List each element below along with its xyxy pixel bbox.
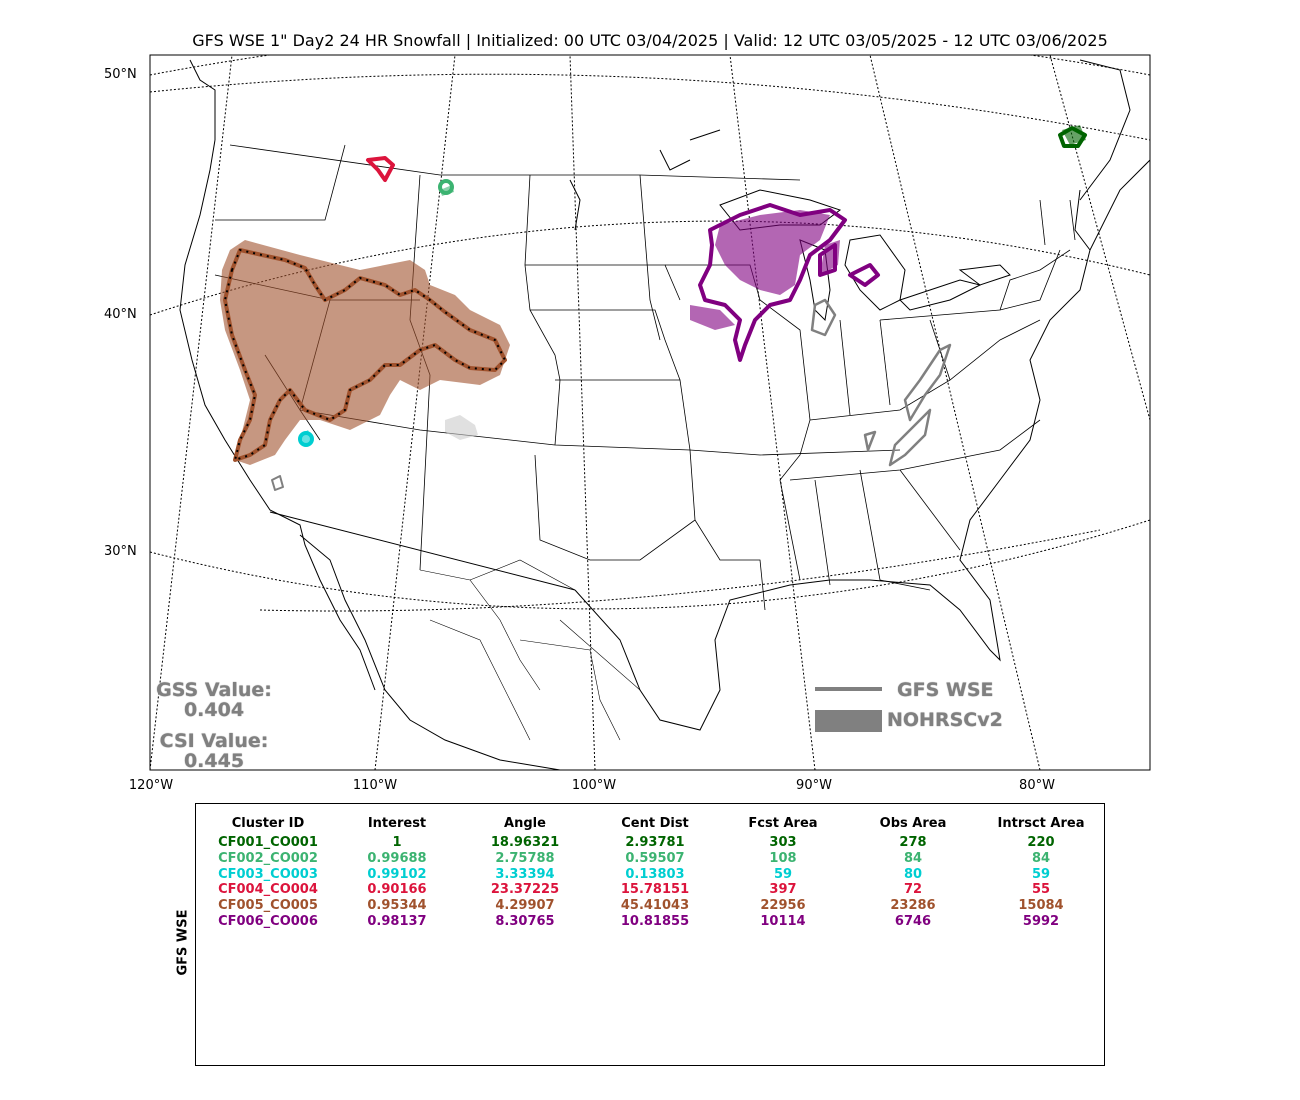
gss-value: 0.404 xyxy=(183,699,245,721)
table-cell: 0.13803 xyxy=(625,866,685,882)
table-cell: 3.33394 xyxy=(495,866,555,882)
table-header: Fcst Area xyxy=(748,816,818,831)
table-cell: CF006_CO006 xyxy=(218,914,318,929)
longitude-gridlines xyxy=(150,55,1150,770)
table-cell: 84 xyxy=(1031,850,1051,866)
table-cell: 23.37225 xyxy=(490,882,560,898)
observed-areas xyxy=(220,125,1086,465)
table-cell: 0.99688 xyxy=(367,850,427,866)
table-cell: 1 xyxy=(392,835,402,850)
cluster-cf006-contour xyxy=(698,203,847,362)
table-cell: 0.59507 xyxy=(625,850,685,866)
forecast-contours xyxy=(223,126,1087,491)
table-cell: 59 xyxy=(1031,866,1051,882)
table-cell: CF003_CO003 xyxy=(218,866,318,882)
table-cell: 10.81855 xyxy=(620,914,690,929)
table-cell: 2.93781 xyxy=(625,835,685,850)
table-cell: 2.75788 xyxy=(495,850,555,866)
table-header: Interest xyxy=(367,816,427,831)
table-cell: 59 xyxy=(773,866,793,882)
table-cell: 18.96321 xyxy=(490,835,560,850)
cluster-stats-table xyxy=(195,803,1105,1066)
table-header: Obs Area xyxy=(879,816,947,831)
lon-label-90w: 90°W xyxy=(796,778,832,793)
cluster-cf001-contour xyxy=(1058,126,1087,148)
table-header: Angle xyxy=(504,816,546,831)
legend-observed-label: NOHRSCv2 xyxy=(887,709,1003,731)
lat-label-30n: 30°N xyxy=(104,544,137,559)
lon-label-80w: 80°W xyxy=(1019,778,1055,793)
table-cell: 220 xyxy=(1027,835,1055,850)
table-cell: 5992 xyxy=(1022,914,1060,929)
table-cell: CF002_CO002 xyxy=(218,850,318,866)
table-cell: 108 xyxy=(769,850,797,866)
map-title: GFS WSE 1" Day2 24 HR Snowfall | Initial… xyxy=(192,31,1108,50)
table-cell: 15084 xyxy=(1018,898,1064,914)
table-cell: 4.29907 xyxy=(495,898,555,914)
table-cell: 72 xyxy=(903,882,923,898)
cluster-cf002-contour xyxy=(438,179,454,195)
csi-value: 0.445 xyxy=(183,750,245,772)
table-cell: CF005_CO005 xyxy=(218,898,318,914)
northern-features xyxy=(189,59,1131,231)
table-cell: 6746 xyxy=(894,914,932,929)
table-cell: 15.78151 xyxy=(620,882,690,898)
table-cell: 0.95344 xyxy=(367,898,427,914)
table-cell: 303 xyxy=(769,835,797,850)
lat-label-40n: 40°N xyxy=(104,307,137,322)
lat-label-50n: 50°N xyxy=(104,67,137,82)
mexico-borders xyxy=(419,559,641,741)
table-cell: 10114 xyxy=(760,914,806,929)
cluster-cf003-contour xyxy=(298,431,314,447)
table-header: Intrsct Area xyxy=(997,816,1085,831)
table-cell: 23286 xyxy=(890,898,936,914)
table-cell: CF004_CO004 xyxy=(218,882,318,898)
gss-label: GSS Value: xyxy=(156,679,272,701)
table-header: Cluster ID xyxy=(231,816,305,831)
table-row-label: GFS WSE xyxy=(175,909,191,976)
table-cell: 8.30765 xyxy=(495,914,555,929)
legend-forecast-label: GFS WSE xyxy=(897,679,994,701)
csi-label: CSI Value: xyxy=(159,730,269,752)
lon-label-100w: 100°W xyxy=(571,778,617,793)
lon-label-110w: 110°W xyxy=(352,778,398,793)
table-cell: 55 xyxy=(1031,882,1051,898)
lon-label-120w: 120°W xyxy=(128,778,174,793)
table-cell: CF001_CO001 xyxy=(218,835,318,850)
table-cell: 0.98137 xyxy=(367,914,427,929)
table-header: Cent Dist xyxy=(621,816,689,831)
cluster-cf004-contour xyxy=(366,156,395,182)
state-borders xyxy=(214,144,1076,611)
table-cell: 0.90166 xyxy=(367,882,427,898)
table-cell: 80 xyxy=(903,866,923,882)
table-cell: 278 xyxy=(899,835,927,850)
table-cell: 45.41043 xyxy=(620,898,690,914)
legend-observed-swatch xyxy=(815,710,882,732)
table-cell: 397 xyxy=(769,882,797,898)
table-cell: 84 xyxy=(903,850,923,866)
table-cell: 0.99102 xyxy=(367,866,427,882)
table-cell: 22956 xyxy=(760,898,806,914)
